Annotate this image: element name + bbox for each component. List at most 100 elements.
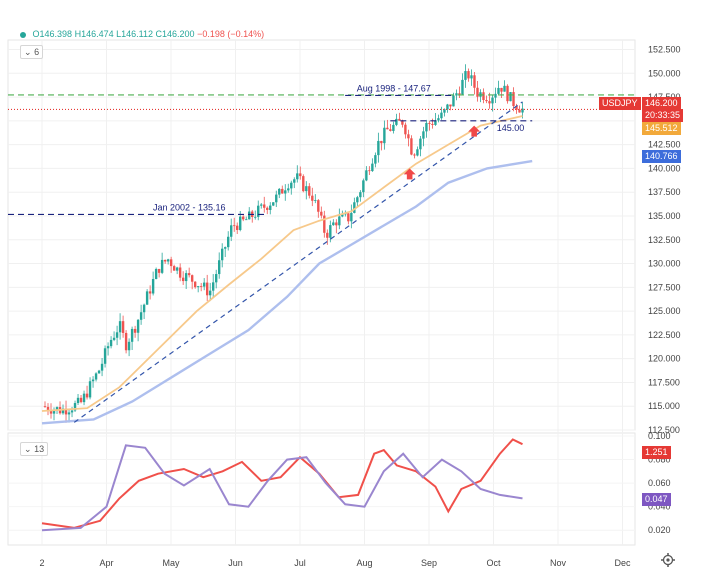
y-tick-label: 137.500	[648, 187, 681, 197]
main-pane-collapse-button[interactable]: ⌄ 6	[20, 45, 44, 59]
candle-body	[272, 202, 275, 206]
candle-body	[130, 328, 134, 342]
candle-body	[464, 71, 467, 80]
candle-body	[248, 211, 251, 220]
candle-body	[260, 204, 263, 206]
candle-body	[503, 85, 506, 92]
oscillator-pane	[41, 438, 523, 532]
candle-body	[380, 140, 383, 144]
candle-body	[368, 170, 371, 172]
candle-body	[94, 373, 98, 380]
candle-body	[392, 124, 395, 131]
candle-body	[190, 275, 194, 282]
ohlc-open: O146.398	[32, 29, 73, 39]
ma-slow-tag: 140.766	[642, 150, 681, 163]
ohlc-high: H146.474	[74, 29, 114, 39]
candle-body	[302, 176, 305, 192]
candle-body	[515, 105, 518, 110]
candle-body	[49, 410, 53, 414]
candle-body	[148, 291, 152, 294]
x-tick-label: 2	[39, 558, 44, 568]
x-tick-label: Aug	[356, 558, 372, 568]
candle-body	[311, 195, 314, 201]
sub-pane-indicator-count: 13	[34, 444, 45, 454]
candle-body	[362, 180, 365, 193]
y-tick-label: 120.000	[648, 354, 681, 364]
candle-body	[269, 205, 272, 210]
y-tick-label: 152.500	[648, 45, 681, 55]
candle-body	[422, 131, 425, 139]
osc-y-tick-label: 0.040	[648, 502, 671, 512]
candle-body	[299, 173, 302, 177]
candle-body	[142, 304, 146, 313]
candle-body	[482, 92, 485, 101]
candle-body	[55, 407, 59, 410]
sub-pane-collapse-button[interactable]: ⌄ 13	[20, 442, 49, 456]
candle-body	[347, 213, 350, 222]
candle-body	[461, 79, 464, 95]
candle-body	[359, 192, 362, 198]
candle-body	[326, 232, 329, 238]
candle-body	[64, 408, 68, 415]
symbol-tag: USDJPY	[599, 97, 641, 110]
candle-body	[187, 273, 191, 276]
candle-body	[437, 118, 440, 121]
x-tick-label: Jun	[228, 558, 243, 568]
chevron-down-icon: ⌄	[24, 444, 32, 454]
candle-body	[341, 214, 344, 217]
candle-body	[205, 282, 209, 296]
x-tick-label: Oct	[486, 558, 501, 568]
candle-body	[377, 140, 380, 156]
candle-body	[452, 95, 455, 107]
level-label: 145.00	[497, 123, 525, 133]
candle-body	[46, 406, 50, 411]
candle-body	[323, 215, 326, 233]
candle-body	[449, 104, 452, 107]
ohlc-close: C146.200	[155, 29, 195, 39]
candle-body	[320, 211, 323, 216]
candle-body	[284, 190, 287, 194]
candle-body	[401, 120, 404, 125]
candle-body	[245, 219, 248, 221]
candle-body	[127, 341, 131, 351]
candle-body	[485, 100, 488, 102]
candle-body	[139, 312, 143, 320]
candle-body	[383, 127, 386, 144]
gear-icon[interactable]	[661, 553, 675, 567]
osc-y-tick-label: 0.080	[648, 455, 671, 465]
candle-body	[518, 109, 521, 113]
candle-body	[494, 93, 497, 98]
osc-red-tag: 1.251	[642, 446, 671, 459]
candle-body	[82, 393, 86, 403]
ma-fast-line	[41, 115, 523, 412]
candle-body	[112, 337, 116, 340]
osc-purple-line	[41, 444, 523, 532]
main-pane-indicator-count: 6	[34, 47, 40, 57]
candle-body	[230, 225, 233, 237]
up-arrow-icon	[468, 125, 481, 137]
level-label: Jan 2002 - 135.16	[153, 202, 226, 212]
y-tick-label: 142.500	[648, 140, 681, 150]
candle-body	[440, 112, 443, 119]
candle-body	[61, 408, 65, 414]
x-tick-label: Sep	[421, 558, 437, 568]
candle-body	[88, 381, 92, 398]
candle-body	[509, 92, 512, 102]
candle-body	[521, 108, 524, 113]
candle-body	[425, 122, 428, 132]
candle-body	[157, 268, 161, 273]
ma-fast-tag: 145.512	[642, 122, 681, 135]
candle-body	[395, 118, 398, 125]
candle-body	[100, 363, 104, 371]
grid-lines	[7, 39, 636, 546]
y-tick-label: 122.500	[648, 330, 681, 340]
ohlc-legend: O146.398 H146.474 L146.112 C146.200 −0.1…	[20, 29, 264, 39]
x-tick-label: Nov	[550, 558, 567, 568]
candle-body	[79, 397, 83, 403]
candle-body	[506, 85, 509, 102]
candle-body	[365, 170, 368, 181]
candle-body	[97, 370, 101, 374]
candle-body	[350, 212, 353, 222]
candle-body	[410, 138, 413, 155]
